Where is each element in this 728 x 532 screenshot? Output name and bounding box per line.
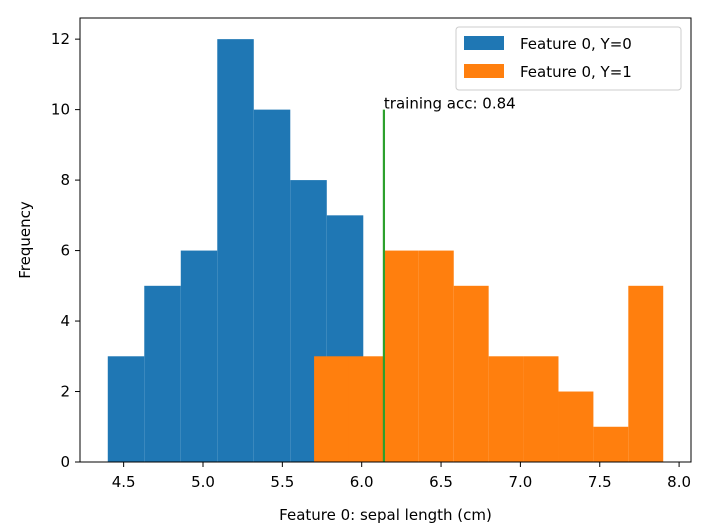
plot-frame: [79, 17, 692, 463]
y-axis-label: Frequency: [16, 201, 34, 279]
bar-series-1-bin-5: [488, 356, 524, 462]
bar-series-1-bin-4: [453, 285, 489, 462]
bars-layer: [107, 39, 664, 463]
bar-series-0-bin-0: [107, 356, 145, 462]
x-tick-label: 7.0: [508, 473, 532, 491]
legend-swatch-y1: [464, 64, 504, 78]
legend-box: [455, 26, 682, 91]
bar-series-0-bin-2: [180, 250, 218, 462]
y-tick-label: 0: [60, 453, 70, 471]
y-tick-label: 10: [51, 101, 70, 119]
bar-series-1-bin-8: [593, 426, 629, 462]
x-tick-label: 6.5: [429, 473, 453, 491]
x-tick-label: 5.5: [270, 473, 294, 491]
bar-series-1-bin-7: [558, 391, 594, 462]
bar-series-0-bin-1: [144, 285, 181, 462]
x-axis: 4.5 5.0 5.5 6.0 6.5 7.0 7.5 8.0: [112, 462, 691, 491]
legend: Feature 0, Y=0 Feature 0, Y=1: [455, 26, 682, 91]
bar-series-1-bin-1: [348, 356, 384, 462]
x-tick-label: 5.0: [191, 473, 215, 491]
bar-series-1-bin-0: [314, 356, 349, 462]
legend-label-y1: Feature 0, Y=1: [520, 63, 632, 81]
y-tick-label: 8: [60, 171, 70, 189]
legend-label-y0: Feature 0, Y=0: [520, 35, 632, 53]
bar-series-1-bin-6: [523, 356, 559, 462]
bar-series-0-bin-4: [253, 109, 291, 462]
y-tick-label: 12: [51, 30, 70, 48]
y-tick-label: 4: [60, 312, 70, 330]
x-tick-label: 4.5: [112, 473, 136, 491]
y-tick-label: 2: [60, 383, 70, 401]
x-tick-label: 7.5: [588, 473, 612, 491]
threshold-annotation: training acc: 0.84: [384, 95, 516, 113]
bar-series-0-bin-3: [217, 39, 254, 463]
x-tick-label: 6.0: [350, 473, 374, 491]
bar-series-1-bin-2: [383, 250, 419, 462]
x-axis-label: Feature 0: sepal length (cm): [279, 506, 492, 524]
bar-series-1-bin-3: [418, 250, 454, 462]
bar-series-1-bin-9: [628, 285, 664, 462]
y-axis: 0 2 4 6 8 10 12: [51, 30, 80, 471]
x-tick-label: 8.0: [667, 473, 691, 491]
legend-swatch-y0: [464, 36, 504, 50]
y-tick-label: 6: [60, 242, 70, 260]
